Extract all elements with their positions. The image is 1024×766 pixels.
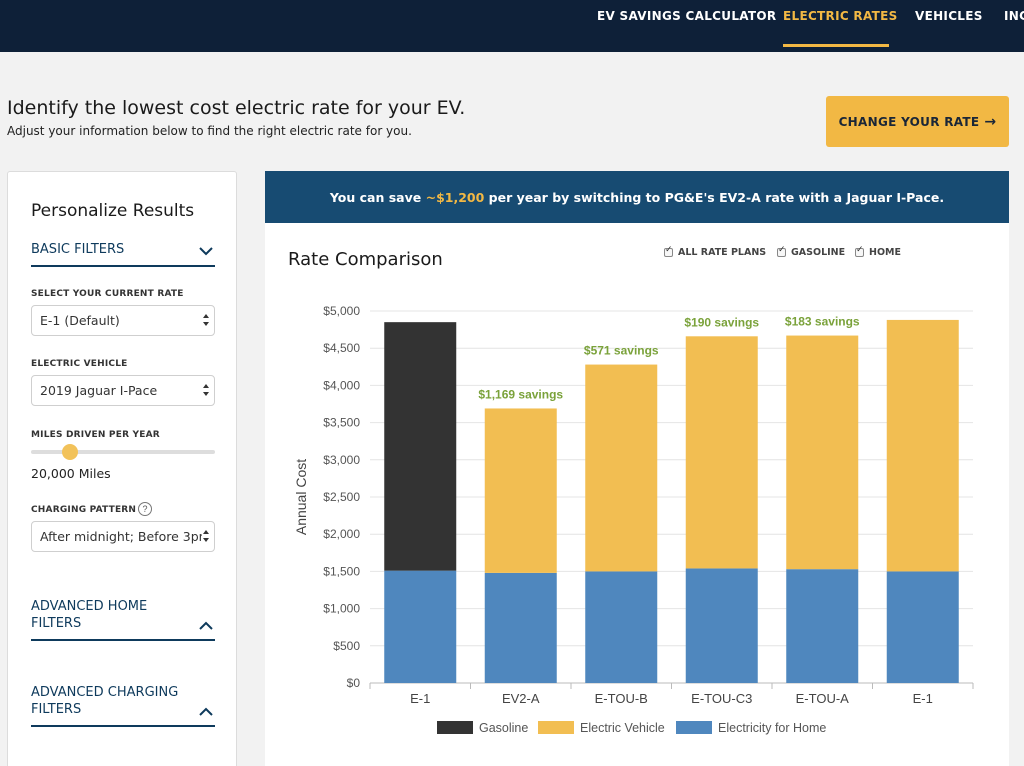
chevron-down-icon xyxy=(199,247,213,256)
y-axis-label: Annual Cost xyxy=(293,459,309,535)
nav-incentives[interactable]: INC xyxy=(1004,9,1024,23)
top-nav: EV SAVINGS CALCULATOR ELECTRIC RATES VEH… xyxy=(0,0,1024,52)
current-rate-label: SELECT YOUR CURRENT RATE xyxy=(31,289,184,299)
charging-pattern-select[interactable]: After midnight; Before 3pm xyxy=(31,521,215,552)
legend-label: Electricity for Home xyxy=(718,721,826,735)
bar-segment-electric-vehicle xyxy=(484,408,557,573)
basic-filters-toggle[interactable]: BASIC FILTERS xyxy=(31,241,215,267)
y-tick-label: $5,000 xyxy=(323,304,360,318)
checkbox-checked-icon xyxy=(855,245,864,257)
x-tick-label: E-1 xyxy=(913,691,933,706)
y-tick-label: $3,000 xyxy=(323,453,360,467)
personalize-sidebar: Personalize Results BASIC FILTERS SELECT… xyxy=(7,171,237,766)
bar-segment-electric-vehicle xyxy=(886,319,959,572)
rate-comparison-title: Rate Comparison xyxy=(288,249,443,270)
miles-slider-track[interactable] xyxy=(31,450,215,454)
advanced-charging-filters-label: ADVANCED CHARGING FILTERS xyxy=(31,685,179,717)
sidebar-title: Personalize Results xyxy=(31,201,195,221)
y-tick-label: $500 xyxy=(333,639,360,653)
legend-label: Gasoline xyxy=(479,721,528,735)
all-rate-plans-checkbox[interactable]: ALL RATE PLANS xyxy=(664,245,767,258)
bar-segment-electric-vehicle xyxy=(786,335,859,570)
home-checkbox[interactable]: HOME xyxy=(855,245,901,258)
bar-segment-gasoline xyxy=(384,322,457,571)
current-rate-value: E-1 (Default) xyxy=(40,313,120,328)
banner-amount: ~$1,200 xyxy=(425,189,485,205)
vehicle-label: ELECTRIC VEHICLE xyxy=(31,359,128,369)
bar-segment-electricity-for-home xyxy=(886,571,959,683)
bar-segment-electric-vehicle xyxy=(685,336,758,569)
bar-segment-electricity-for-home xyxy=(484,572,557,683)
y-tick-label: $2,500 xyxy=(323,490,360,504)
y-tick-label: $4,500 xyxy=(323,341,360,355)
charging-label: CHARGING PATTERN xyxy=(31,505,137,515)
y-tick-label: $3,500 xyxy=(323,416,360,430)
banner-prefix: You can save xyxy=(329,189,426,205)
y-tick-label: $1,500 xyxy=(323,564,360,578)
legend-swatch xyxy=(538,721,574,734)
savings-label: $571 savings xyxy=(584,344,659,358)
advanced-charging-filters-toggle[interactable]: ADVANCED CHARGING FILTERS xyxy=(31,684,215,727)
bar-segment-electricity-for-home xyxy=(384,570,457,683)
nav-active-underline xyxy=(783,44,889,47)
savings-label: $183 savings xyxy=(785,315,860,329)
savings-banner: You can save ~$1,200 per year by switchi… xyxy=(265,171,1009,223)
x-tick-label: EV2-A xyxy=(502,691,540,706)
select-arrows-icon xyxy=(202,529,210,543)
miles-slider-thumb[interactable] xyxy=(62,444,78,460)
page-title: Identify the lowest cost electric rate f… xyxy=(7,97,466,119)
savings-label: $1,169 savings xyxy=(478,387,563,401)
nav-ev-savings-calculator[interactable]: EV SAVINGS CALCULATOR xyxy=(597,9,777,23)
savings-label: $190 savings xyxy=(684,315,759,329)
chevron-up-icon xyxy=(199,621,213,630)
legend-swatch xyxy=(676,721,712,734)
x-tick-label: E-1 xyxy=(410,691,430,706)
select-arrows-icon xyxy=(202,313,210,327)
nav-electric-rates[interactable]: ELECTRIC RATES xyxy=(783,9,898,23)
bar-segment-electricity-for-home xyxy=(685,568,758,683)
rate-comparison-chart: $0 $500 $1,000 $1,500 $2,000 $2,500 $3,000 $3,5… xyxy=(293,304,974,735)
bar-segment-electric-vehicle xyxy=(585,364,658,572)
advanced-home-filters-toggle[interactable]: ADVANCED HOME FILTERS xyxy=(31,598,215,641)
help-icon[interactable]: ? xyxy=(138,502,152,516)
change-your-rate-label: CHANGE YOUR RATE xyxy=(838,114,980,129)
advanced-home-filters-label: ADVANCED HOME FILTERS xyxy=(31,599,148,631)
current-rate-select[interactable]: E-1 (Default) xyxy=(31,305,215,336)
vehicle-select[interactable]: 2019 Jaguar I-Pace xyxy=(31,375,215,406)
gasoline-checkbox-label: GASOLINE xyxy=(791,247,846,258)
y-tick-label: $2,000 xyxy=(323,527,360,541)
nav-vehicles[interactable]: VEHICLES xyxy=(915,9,983,23)
x-tick-label: E-TOU-A xyxy=(796,691,850,706)
x-tick-label: E-TOU-C3 xyxy=(691,691,752,706)
legend-swatch xyxy=(437,721,473,734)
legend-label: Electric Vehicle xyxy=(580,721,665,735)
all-rate-plans-label: ALL RATE PLANS xyxy=(678,247,767,258)
y-tick-label: $4,000 xyxy=(323,378,360,392)
arrow-right-icon: → xyxy=(984,113,997,130)
change-your-rate-button[interactable]: CHANGE YOUR RATE → xyxy=(826,96,1009,147)
basic-filters-label: BASIC FILTERS xyxy=(31,242,125,257)
select-arrows-icon xyxy=(202,383,210,397)
banner-suffix: per year by switching to PG&E's EV2-A ra… xyxy=(484,189,945,205)
bar-segment-electricity-for-home xyxy=(786,569,859,683)
miles-value: 20,000 Miles xyxy=(31,466,111,481)
chevron-up-icon xyxy=(199,707,213,716)
checkbox-checked-icon xyxy=(777,245,786,257)
miles-label: MILES DRIVEN PER YEAR xyxy=(31,430,160,440)
page-subtitle: Adjust your information below to find th… xyxy=(7,124,412,138)
gasoline-checkbox[interactable]: GASOLINE xyxy=(777,245,846,258)
x-tick-label: E-TOU-B xyxy=(595,691,648,706)
vehicle-value: 2019 Jaguar I-Pace xyxy=(40,383,158,398)
checkbox-checked-icon xyxy=(664,245,673,257)
home-checkbox-label: HOME xyxy=(869,247,901,258)
y-tick-label: $1,000 xyxy=(323,602,360,616)
bar-segment-electricity-for-home xyxy=(585,571,658,683)
y-tick-label: $0 xyxy=(347,676,361,690)
charging-pattern-value: After midnight; Before 3pm xyxy=(40,529,211,544)
